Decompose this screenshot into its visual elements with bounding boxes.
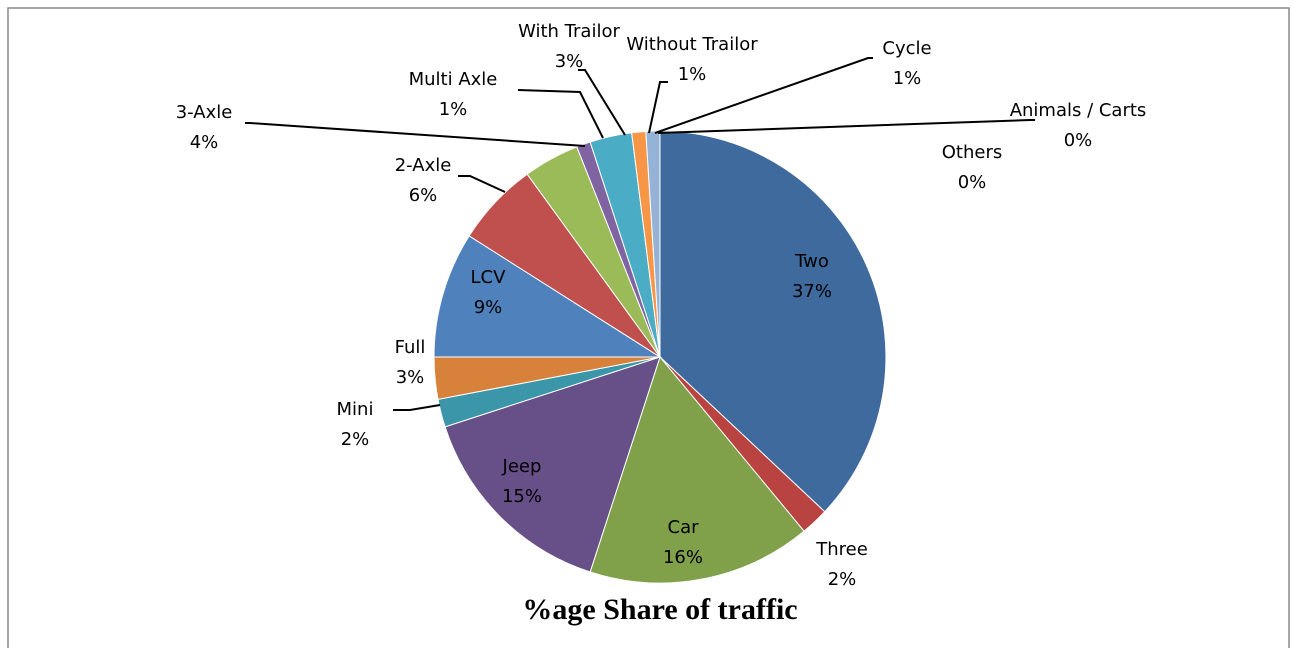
slice-value-label: 3% [555, 51, 584, 72]
slice-value-label: 2% [341, 429, 370, 450]
leader-line [654, 57, 873, 134]
slice-value-label: 1% [439, 99, 468, 120]
slice-label: Without Trailor [626, 34, 758, 55]
slice-value-label: 1% [678, 64, 707, 85]
slice-value-label: 1% [893, 68, 922, 89]
slice-value-label: 2% [828, 569, 857, 590]
slice-value-label: 4% [190, 132, 219, 153]
leader-line [578, 69, 626, 136]
slice-label: Jeep [502, 456, 542, 477]
pie-slice [444, 356, 661, 573]
chart-title: %age Share of traffic [522, 593, 797, 626]
pie-slice [433, 235, 662, 358]
slice-label: Animals / Carts [1010, 100, 1147, 121]
slice-value-label: 0% [1064, 130, 1093, 151]
slice-value-label: 37% [792, 281, 832, 302]
slice-label: Cycle [882, 38, 931, 59]
pie-slice [659, 130, 887, 513]
leader-line [648, 81, 668, 134]
slice-value-label: 0% [958, 172, 987, 193]
slice-label: Mini [337, 399, 374, 420]
leader-lines [245, 57, 1035, 411]
slice-value-label: 9% [474, 297, 503, 318]
slice-label: Multi Axle [409, 69, 498, 90]
slice-label: Three [815, 539, 868, 560]
slice-label: 2-Axle [395, 155, 452, 176]
slice-value-label: 15% [502, 486, 542, 507]
leader-line [458, 175, 506, 193]
slice-label: Two [794, 251, 829, 272]
leader-line [245, 122, 586, 147]
slice-label: LCV [471, 267, 507, 288]
slice-label: Full [395, 337, 426, 358]
slice-value-label: 6% [409, 185, 438, 206]
pie [433, 130, 887, 584]
slice-label: Others [942, 142, 1003, 163]
leader-line [393, 404, 441, 411]
slice-label: Car [668, 517, 700, 538]
slice-value-label: 3% [396, 367, 425, 388]
leader-line [657, 119, 1035, 134]
slice-value-label: 16% [663, 547, 703, 568]
slice-label: With Trailor [518, 21, 620, 42]
slice-label: 3-Axle [176, 102, 233, 123]
leader-line [517, 89, 604, 139]
pie-slice [589, 355, 805, 584]
